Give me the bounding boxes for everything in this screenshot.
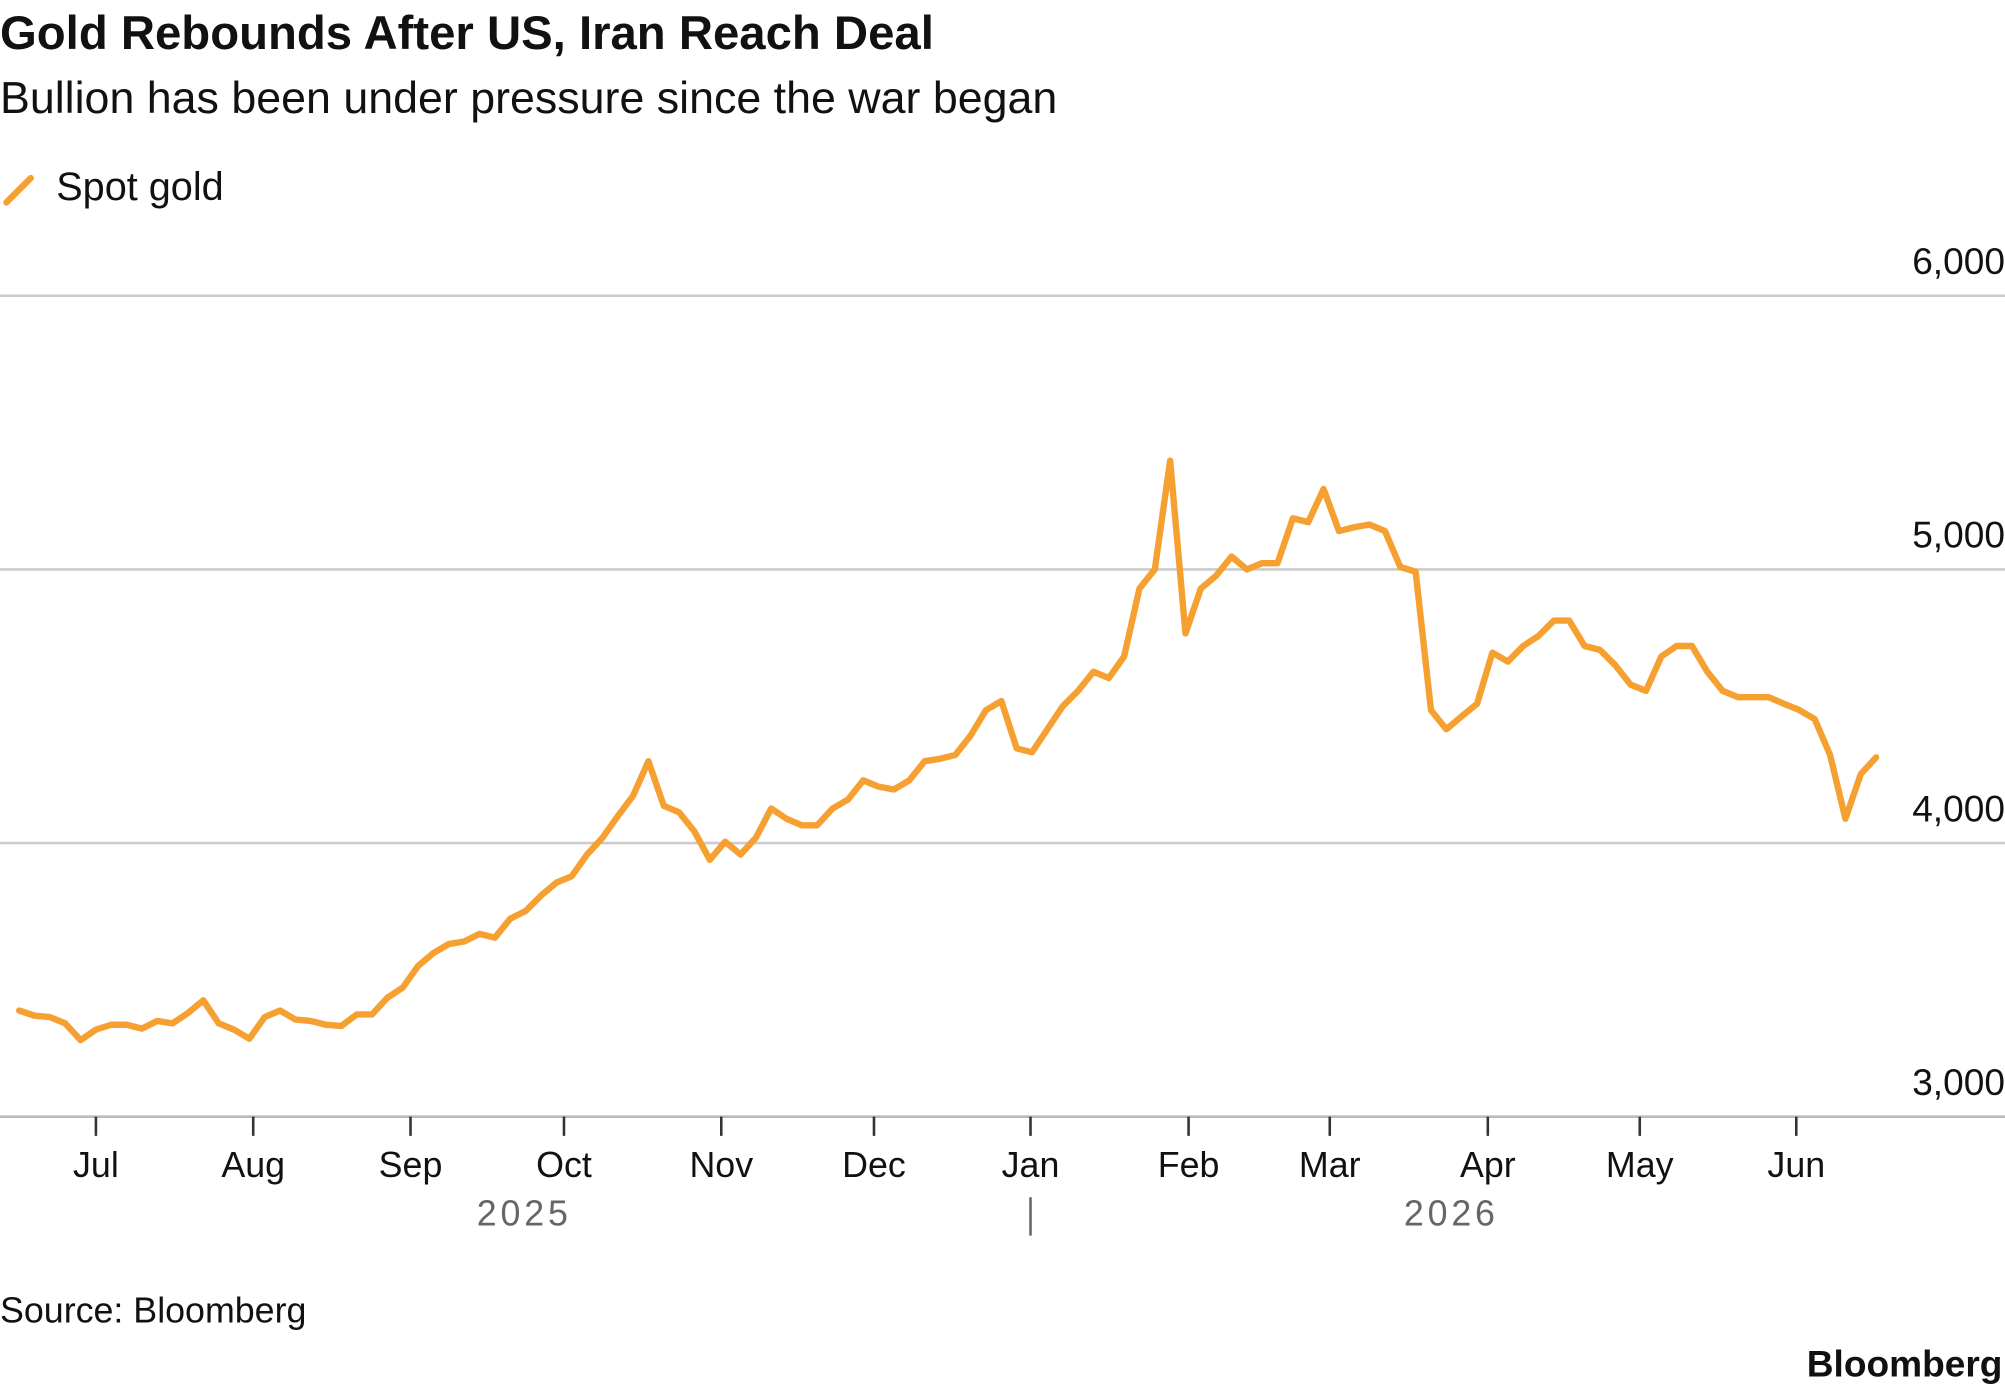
x-tick-label: Oct <box>536 1145 592 1185</box>
legend-label: Spot gold <box>56 165 223 209</box>
x-tick-label: Nov <box>689 1145 753 1185</box>
x-tick-label: Apr <box>1460 1145 1516 1185</box>
x-tick-label: May <box>1606 1145 1674 1185</box>
y-tick-label: 4,000 <box>1912 787 2005 829</box>
y-tick-label: 6,000 <box>1912 240 2005 282</box>
x-tick-label: Mar <box>1299 1145 1361 1185</box>
y-tick-label: 3,000 <box>1912 1061 2005 1103</box>
year-label: 2025 <box>477 1193 572 1233</box>
x-tick-label: Jan <box>1002 1145 1060 1185</box>
x-tick-label: Jul <box>73 1145 119 1185</box>
chart-subtitle: Bullion has been under pressure since th… <box>0 73 1057 123</box>
chart-title: Gold Rebounds After US, Iran Reach Deal <box>0 7 934 60</box>
legend-swatch <box>3 174 34 206</box>
x-tick-label: Dec <box>842 1145 906 1185</box>
x-tick-label: Jun <box>1767 1145 1825 1185</box>
data-line <box>15 457 1880 1044</box>
source-note: Source: Bloomberg <box>0 1291 306 1331</box>
y-tick-label: 5,000 <box>1912 514 2005 556</box>
logo: Bloomberg <box>1807 1342 2003 1384</box>
x-tick-label: Feb <box>1158 1145 1220 1185</box>
x-tick-label: Sep <box>379 1145 443 1185</box>
x-tick-label: Aug <box>221 1145 285 1185</box>
year-label: 2026 <box>1404 1193 1499 1233</box>
